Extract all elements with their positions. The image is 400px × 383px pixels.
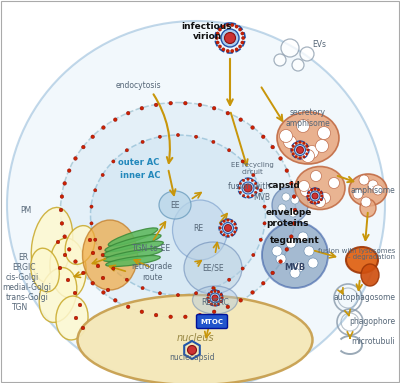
Circle shape <box>247 178 249 180</box>
Circle shape <box>314 202 316 204</box>
Text: autophagosome: autophagosome <box>333 293 395 303</box>
Circle shape <box>241 160 244 163</box>
Circle shape <box>303 155 305 158</box>
Circle shape <box>228 278 231 282</box>
Circle shape <box>241 41 244 44</box>
Circle shape <box>112 160 115 163</box>
Circle shape <box>271 145 274 149</box>
Circle shape <box>274 54 286 66</box>
Circle shape <box>154 103 158 107</box>
Circle shape <box>94 238 97 241</box>
Circle shape <box>320 191 322 194</box>
Circle shape <box>214 304 216 306</box>
Circle shape <box>140 106 144 110</box>
Circle shape <box>293 208 297 212</box>
Circle shape <box>296 119 310 133</box>
Ellipse shape <box>50 238 86 298</box>
Circle shape <box>278 204 286 212</box>
Circle shape <box>114 118 117 121</box>
Circle shape <box>63 235 66 238</box>
Circle shape <box>74 316 78 320</box>
Ellipse shape <box>39 268 77 322</box>
Circle shape <box>208 300 210 303</box>
Circle shape <box>231 49 234 52</box>
Circle shape <box>101 173 104 177</box>
Text: capsid: capsid <box>268 180 301 190</box>
Circle shape <box>96 264 100 268</box>
Circle shape <box>252 254 255 257</box>
Circle shape <box>176 133 180 137</box>
Circle shape <box>308 258 318 268</box>
Circle shape <box>262 222 328 288</box>
Circle shape <box>82 145 85 149</box>
Text: PM: PM <box>20 206 31 214</box>
Circle shape <box>81 326 85 330</box>
Text: phagophore: phagophore <box>349 318 395 326</box>
Text: infectious
virion: infectious virion <box>182 22 232 41</box>
Circle shape <box>242 179 245 182</box>
Ellipse shape <box>60 103 296 318</box>
Circle shape <box>125 149 128 152</box>
Ellipse shape <box>184 242 242 294</box>
Circle shape <box>302 149 314 162</box>
Circle shape <box>320 193 330 203</box>
Circle shape <box>234 231 236 233</box>
Circle shape <box>244 184 252 192</box>
Circle shape <box>219 227 221 229</box>
Circle shape <box>291 196 299 204</box>
Circle shape <box>368 180 378 190</box>
Text: retrograde
route: retrograde route <box>132 262 172 282</box>
Circle shape <box>210 291 213 293</box>
Circle shape <box>73 291 77 295</box>
Circle shape <box>298 232 308 242</box>
Circle shape <box>208 293 210 296</box>
Circle shape <box>194 135 198 138</box>
Text: outer AC: outer AC <box>118 157 159 167</box>
Circle shape <box>198 103 202 107</box>
Ellipse shape <box>31 208 73 283</box>
Circle shape <box>263 205 266 208</box>
Circle shape <box>184 315 187 319</box>
Circle shape <box>91 251 95 255</box>
Circle shape <box>158 135 162 138</box>
Circle shape <box>306 146 318 159</box>
Circle shape <box>216 41 219 44</box>
Ellipse shape <box>106 255 160 267</box>
Circle shape <box>220 300 222 303</box>
Circle shape <box>125 278 128 282</box>
Circle shape <box>328 177 340 188</box>
Circle shape <box>74 260 77 264</box>
Circle shape <box>91 282 94 285</box>
Circle shape <box>126 305 130 309</box>
Circle shape <box>184 101 187 105</box>
Circle shape <box>308 198 310 201</box>
Ellipse shape <box>277 112 339 164</box>
Ellipse shape <box>360 199 376 217</box>
Circle shape <box>212 286 215 290</box>
Ellipse shape <box>349 174 387 206</box>
Circle shape <box>262 135 265 139</box>
Circle shape <box>218 45 222 48</box>
Text: fusion with lysosomes
- degradation: fusion with lysosomes - degradation <box>318 247 395 260</box>
Circle shape <box>114 298 117 302</box>
Text: EE/SE: EE/SE <box>202 264 224 272</box>
Circle shape <box>188 345 196 355</box>
Circle shape <box>321 195 323 197</box>
Circle shape <box>217 303 220 305</box>
Circle shape <box>158 291 162 295</box>
Circle shape <box>320 198 322 201</box>
Circle shape <box>224 224 232 231</box>
Text: microtubuli: microtubuli <box>351 337 395 347</box>
Circle shape <box>263 222 266 225</box>
Circle shape <box>220 223 222 225</box>
Circle shape <box>141 140 144 144</box>
Circle shape <box>279 157 282 160</box>
Circle shape <box>218 28 222 31</box>
Circle shape <box>228 149 231 152</box>
Circle shape <box>251 291 254 294</box>
Circle shape <box>254 182 257 185</box>
Text: cis-Golgi: cis-Golgi <box>6 273 39 283</box>
Circle shape <box>290 235 293 238</box>
Circle shape <box>289 209 297 217</box>
